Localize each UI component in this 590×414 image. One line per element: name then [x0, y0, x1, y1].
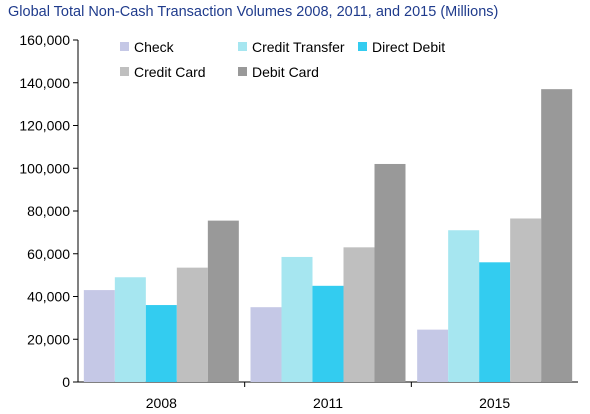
bar-check-2015 — [417, 329, 449, 382]
legend-label: Credit Transfer — [252, 39, 345, 55]
y-tick-label: 120,000 — [19, 118, 70, 134]
bar-direct-debit-2015 — [479, 262, 511, 382]
x-category-label: 2011 — [313, 395, 343, 411]
bar-credit-transfer-2008 — [114, 277, 146, 382]
bar-direct-debit-2008 — [145, 305, 177, 382]
legend-label: Credit Card — [134, 64, 206, 80]
legend-swatch — [120, 67, 129, 76]
bar-credit-card-2008 — [176, 267, 208, 382]
y-tick-label: 40,000 — [27, 289, 70, 305]
x-category-label: 2008 — [146, 395, 177, 411]
bar-credit-card-2011 — [343, 247, 375, 382]
legend-swatch — [238, 67, 247, 76]
bar-credit-transfer-2015 — [448, 230, 480, 382]
y-tick-label: 20,000 — [27, 331, 70, 347]
bar-debit-card-2008 — [207, 220, 239, 382]
y-tick-label: 80,000 — [27, 203, 70, 219]
bar-credit-transfer-2011 — [281, 256, 313, 382]
legend-label: Direct Debit — [372, 39, 445, 55]
x-category-label: 2015 — [479, 395, 510, 411]
y-tick-label: 100,000 — [19, 160, 70, 176]
bar-direct-debit-2011 — [312, 285, 344, 382]
legend: Check Credit Transfer Direct Debit Credit C… — [120, 39, 445, 80]
bar-check-2008 — [83, 290, 115, 382]
y-tick-label: 140,000 — [19, 75, 70, 91]
bar-credit-card-2015 — [510, 218, 542, 382]
y-tick-label: 160,000 — [19, 32, 70, 48]
legend-swatch — [120, 42, 129, 51]
legend-label: Check — [134, 39, 175, 55]
bars — [83, 89, 573, 382]
bar-check-2011 — [250, 307, 282, 382]
x-axis-categories: 2008 2011 2015 — [146, 382, 510, 411]
y-tick-label: 0 — [62, 374, 70, 390]
legend-swatch — [358, 42, 367, 51]
bar-debit-card-2011 — [374, 163, 406, 382]
y-axis-ticks: 0 20,000 40,000 60,000 80,000 100,000 120,000 1… — [19, 32, 78, 390]
y-tick-label: 60,000 — [27, 246, 70, 262]
chart-title: Global Total Non-Cash Transaction Volume… — [8, 4, 499, 20]
legend-label: Debit Card — [252, 64, 319, 80]
legend-swatch — [238, 42, 247, 51]
bar-debit-card-2015 — [541, 89, 573, 382]
